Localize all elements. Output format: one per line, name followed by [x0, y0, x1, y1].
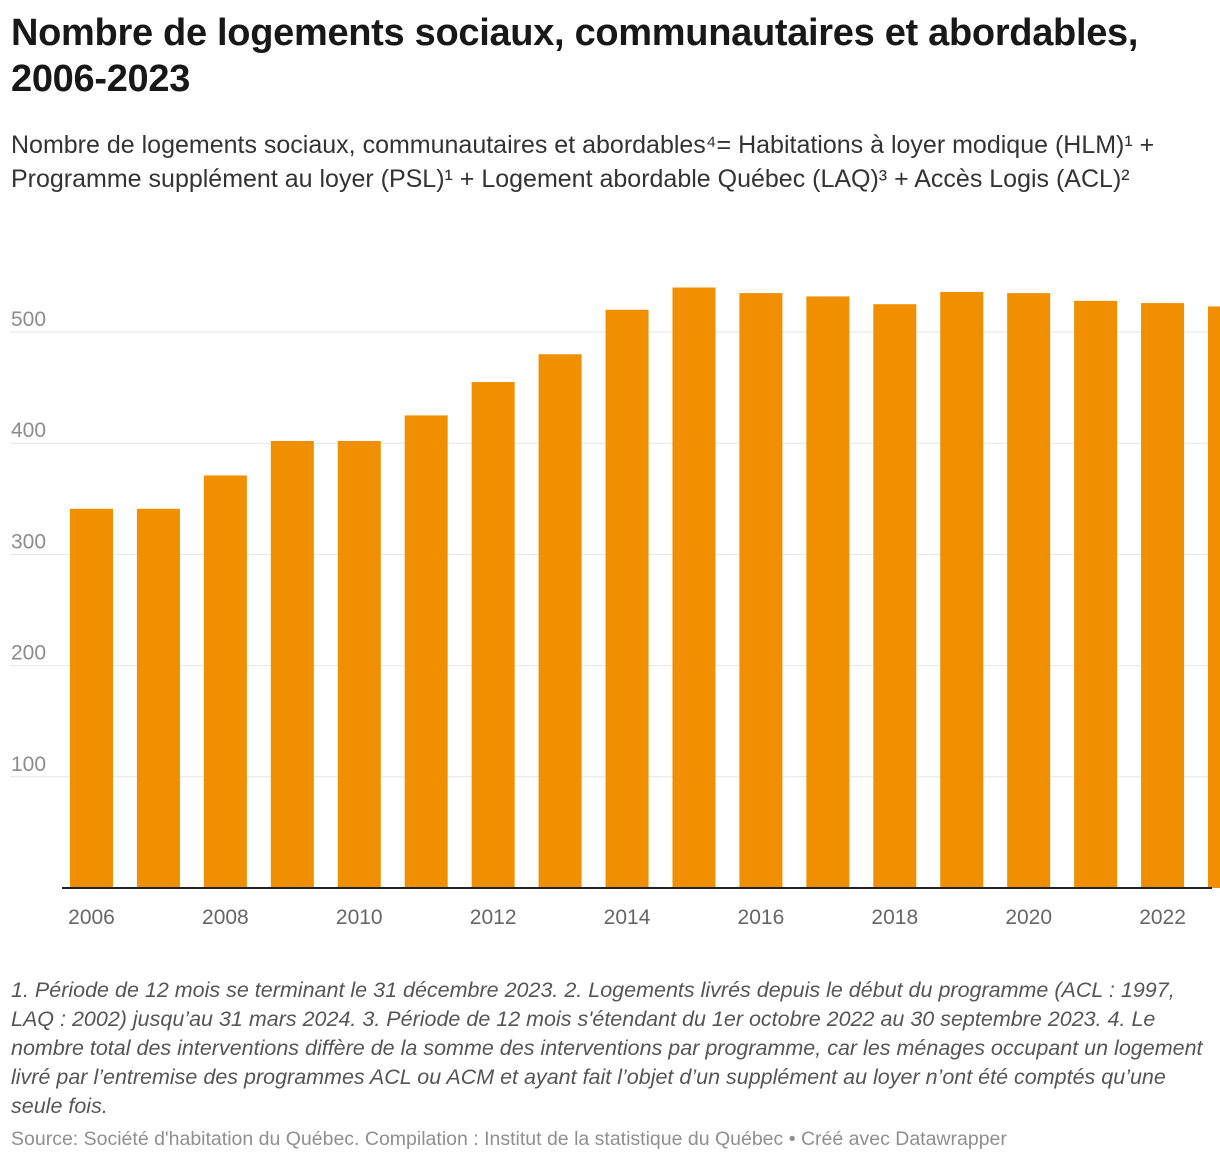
source-credit: Source: Société d'habitation du Québec. …	[11, 1128, 1007, 1150]
bar-2007	[136, 508, 180, 888]
x-tick-label-2012: 2012	[470, 906, 517, 929]
bar-chart: 100 200 300 400 500 2006 2008 2010 2012 2014 2016…	[10, 287, 1220, 929]
axes: 2006 2008 2010 2012 2014 2016 2018 2020 2022	[62, 887, 1212, 929]
y-tick-label-100: 100	[11, 753, 46, 776]
x-tick-label-2010: 2010	[336, 906, 383, 929]
x-tick-label-2008: 2008	[202, 906, 249, 929]
footnotes: 1. Période de 12 mois se terminant le 31…	[11, 978, 1203, 1118]
x-tick-label-2020: 2020	[1005, 906, 1052, 929]
bar-2011	[404, 415, 448, 888]
bar-2012	[471, 382, 515, 888]
y-tick-label-300: 300	[11, 530, 46, 553]
bar-2006	[70, 508, 113, 888]
y-tick-label-400: 400	[11, 419, 46, 442]
x-tick-label-2006: 2006	[68, 906, 115, 929]
bar-2013	[538, 354, 582, 888]
y-tick-label-200: 200	[11, 642, 46, 665]
chart-subtitle: Nombre de logements sociaux, communautai…	[11, 131, 1155, 193]
bar-2014	[605, 309, 649, 888]
bar-2019	[940, 291, 984, 888]
x-tick-label-2016: 2016	[738, 906, 785, 929]
x-tick-label-2018: 2018	[871, 906, 918, 929]
bar-2016	[739, 293, 783, 889]
bar-2023	[1208, 306, 1220, 888]
bar-2015	[672, 287, 716, 888]
bars	[70, 287, 1220, 889]
bar-2021	[1074, 300, 1118, 888]
bar-2017	[806, 296, 850, 888]
x-tick-label-2022: 2022	[1139, 906, 1186, 929]
chart-title: Nombre de logements sociaux, communautai…	[11, 12, 1139, 100]
bar-2009	[270, 440, 314, 888]
bar-2018	[873, 304, 917, 888]
bar-2008	[203, 475, 247, 888]
y-tick-label-500: 500	[11, 308, 46, 331]
bar-2022	[1141, 303, 1185, 888]
bar-2010	[337, 440, 381, 888]
bar-2020	[1007, 293, 1051, 889]
x-tick-label-2014: 2014	[604, 906, 651, 929]
